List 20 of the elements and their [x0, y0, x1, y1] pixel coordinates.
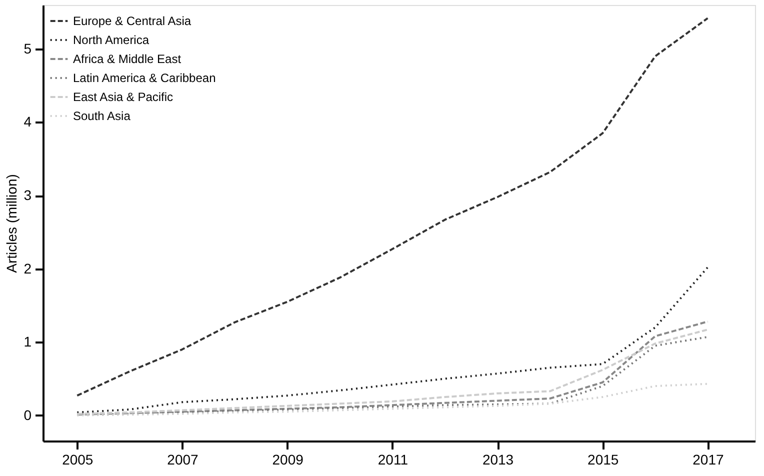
- y-tick-label: 5: [24, 40, 32, 56]
- y-tick-label: 3: [24, 187, 32, 204]
- x-tick-label: 2009: [272, 452, 304, 468]
- y-tick-label: 0: [24, 406, 32, 423]
- x-tick-label: 2013: [482, 452, 514, 468]
- y-tick-label: 1: [24, 334, 32, 350]
- legend-label: East Asia & Pacific: [73, 90, 174, 104]
- x-tick-label: 2005: [62, 452, 94, 468]
- legend-label: Europe & Central Asia: [73, 14, 192, 28]
- y-tick-label: 2: [24, 260, 32, 276]
- legend-label: Latin America & Caribbean: [73, 71, 216, 85]
- legend-label: South Asia: [73, 109, 131, 123]
- x-tick-label: 2015: [588, 452, 619, 468]
- y-tick-label: 4: [24, 114, 32, 130]
- legend-label: Africa & Middle East: [73, 52, 182, 66]
- x-tick-label: 2017: [692, 452, 724, 468]
- legend-label: North America: [73, 33, 150, 47]
- x-tick-label: 2007: [167, 452, 199, 468]
- x-tick-label: 2011: [378, 452, 408, 468]
- y-axis-title: Articles (million): [4, 174, 20, 273]
